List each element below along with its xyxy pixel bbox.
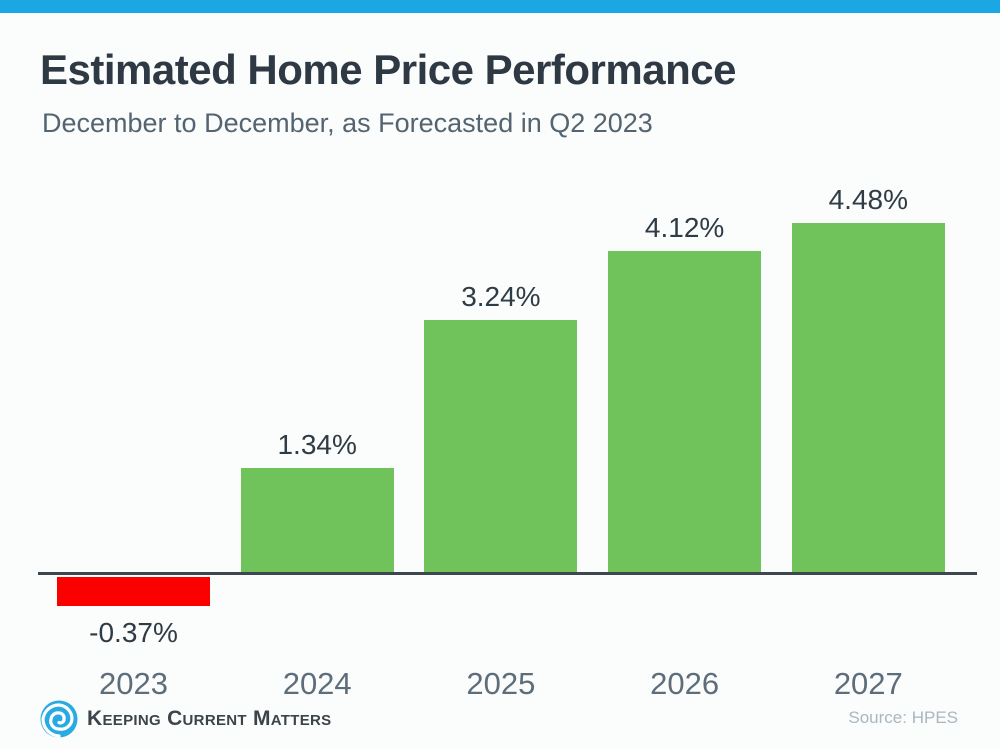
- bar-2026: [608, 251, 762, 572]
- bar-2027: [791, 223, 945, 572]
- chart-subtitle: December to December, as Forecasted in Q…: [42, 108, 653, 138]
- top-accent-bar: [0, 0, 1000, 13]
- kcm-logo-text: Keeping Current Matters: [87, 707, 332, 730]
- kcm-swirl-icon: [40, 700, 78, 738]
- bar-2025: [424, 320, 578, 572]
- chart-title: Estimated Home Price Performance: [40, 46, 736, 93]
- value-label-2024: 1.34%: [277, 429, 357, 460]
- value-label-2026: 4.12%: [644, 212, 725, 243]
- bar-2024: [240, 468, 394, 572]
- value-label-2027: 4.48%: [828, 184, 908, 215]
- axis-label-2023: 2023: [99, 666, 168, 701]
- axis-label-2026: 2026: [650, 666, 720, 701]
- source-label: Source: HPES: [848, 708, 958, 727]
- axis-label-2024: 2024: [282, 666, 352, 701]
- bar-2023: [57, 576, 210, 606]
- value-label-2023: -0.37%: [89, 616, 178, 648]
- x-axis-line: [38, 572, 977, 575]
- kcm-logo: Keeping Current Matters: [40, 700, 331, 738]
- axis-label-2027: 2027: [833, 666, 903, 701]
- axis-label-2025: 2025: [466, 666, 536, 701]
- value-label-2025: 3.24%: [461, 281, 541, 312]
